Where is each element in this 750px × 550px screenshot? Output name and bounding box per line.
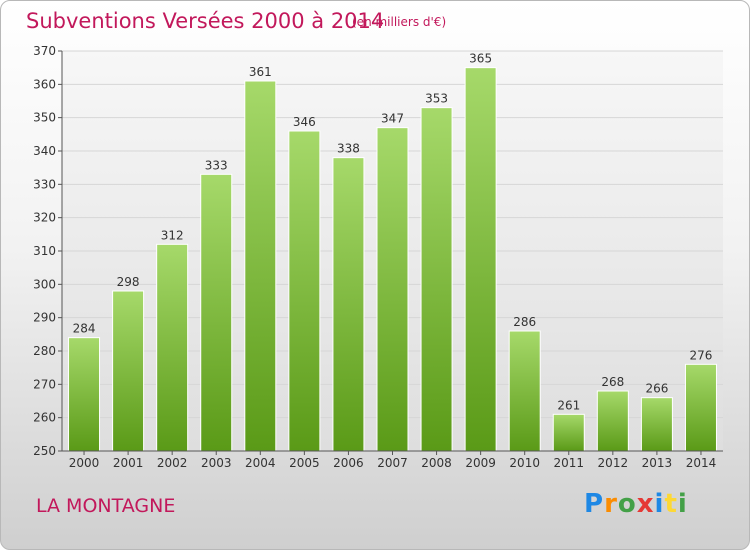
data-label: 286 bbox=[513, 315, 536, 329]
bar bbox=[508, 330, 541, 452]
x-tick-label: 2013 bbox=[642, 456, 673, 470]
logo-letter: o bbox=[617, 489, 637, 519]
x-tick-label: 2007 bbox=[377, 456, 408, 470]
x-tick-label: 2009 bbox=[465, 456, 496, 470]
y-tick-label: 320 bbox=[33, 211, 56, 225]
data-label: 365 bbox=[469, 52, 492, 66]
x-tick-label: 2010 bbox=[509, 456, 540, 470]
logo-letter: i bbox=[677, 489, 688, 519]
y-tick-label: 270 bbox=[33, 377, 56, 391]
bar bbox=[420, 107, 453, 452]
y-tick-label: 290 bbox=[33, 311, 56, 325]
logo-letter: r bbox=[604, 489, 618, 519]
y-tick-label: 280 bbox=[33, 344, 56, 358]
proxiti-logo: Proxiti bbox=[584, 489, 688, 519]
x-tick-label: 2000 bbox=[69, 456, 100, 470]
bar bbox=[684, 363, 717, 452]
bar bbox=[596, 390, 629, 452]
data-label: 268 bbox=[601, 375, 624, 389]
data-label: 361 bbox=[249, 65, 272, 79]
bar bbox=[200, 173, 233, 452]
x-tick-label: 2002 bbox=[157, 456, 188, 470]
logo-letter: x bbox=[636, 489, 655, 519]
x-tick-label: 2003 bbox=[201, 456, 232, 470]
data-label: 266 bbox=[645, 382, 668, 396]
data-label: 261 bbox=[557, 398, 580, 412]
x-tick-label: 2014 bbox=[686, 456, 717, 470]
data-label: 338 bbox=[337, 142, 360, 156]
data-label: 298 bbox=[117, 275, 140, 289]
bar bbox=[244, 80, 277, 452]
bar bbox=[640, 397, 673, 452]
chart-subtitle: (en milliers d'€) bbox=[352, 15, 447, 29]
y-tick-label: 360 bbox=[33, 77, 56, 91]
data-label: 276 bbox=[690, 348, 713, 362]
y-tick-label: 330 bbox=[33, 177, 56, 191]
data-label: 346 bbox=[293, 115, 316, 129]
data-label: 312 bbox=[161, 228, 184, 242]
x-tick-label: 2011 bbox=[553, 456, 584, 470]
bar bbox=[288, 130, 321, 452]
y-tick-label: 350 bbox=[33, 111, 56, 125]
bar bbox=[68, 337, 101, 452]
logo-letter: i bbox=[654, 489, 665, 519]
x-tick-label: 2005 bbox=[289, 456, 320, 470]
data-label: 284 bbox=[73, 322, 96, 336]
logo-letter: t bbox=[664, 489, 678, 519]
bar bbox=[332, 157, 365, 452]
bar bbox=[156, 243, 189, 452]
logo-letter: P bbox=[584, 489, 605, 519]
y-tick-label: 340 bbox=[33, 144, 56, 158]
data-label: 333 bbox=[205, 158, 228, 172]
x-tick-label: 2008 bbox=[421, 456, 452, 470]
chart-title: Subventions Versées 2000 à 2014 bbox=[26, 9, 385, 33]
x-tick-label: 2001 bbox=[113, 456, 144, 470]
x-tick-label: 2012 bbox=[598, 456, 629, 470]
bar bbox=[112, 290, 145, 452]
y-tick-label: 260 bbox=[33, 411, 56, 425]
y-tick-label: 310 bbox=[33, 244, 56, 258]
bar bbox=[376, 127, 409, 452]
data-label: 353 bbox=[425, 92, 448, 106]
data-label: 347 bbox=[381, 112, 404, 126]
bar bbox=[552, 413, 585, 452]
bar bbox=[464, 67, 497, 452]
y-tick-label: 300 bbox=[33, 277, 56, 291]
y-tick-label: 370 bbox=[33, 44, 56, 58]
x-tick-label: 2004 bbox=[245, 456, 276, 470]
commune-name: LA MONTAGNE bbox=[36, 495, 176, 517]
y-tick-label: 250 bbox=[33, 444, 56, 458]
x-tick-label: 2006 bbox=[333, 456, 364, 470]
